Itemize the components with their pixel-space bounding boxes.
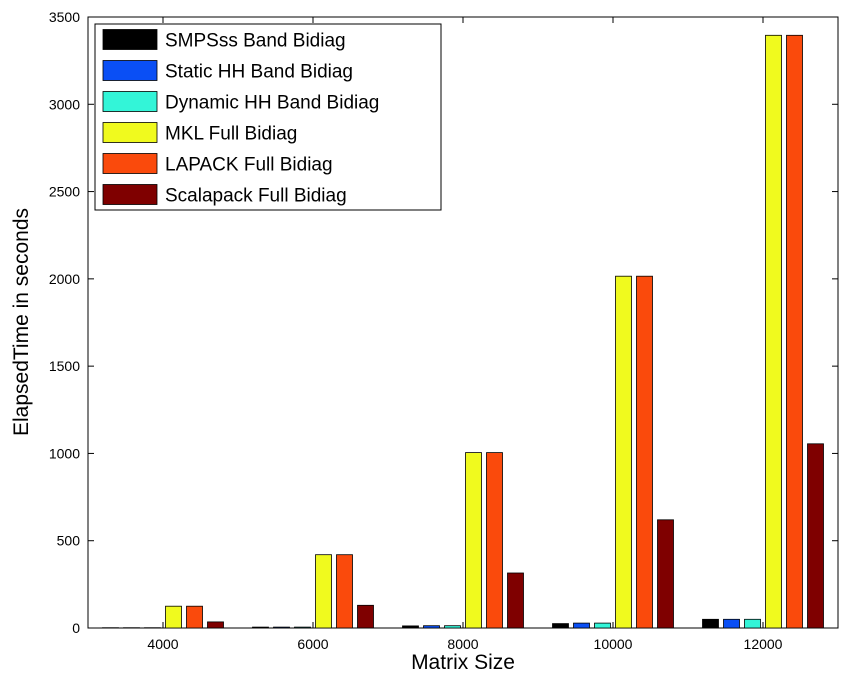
bar [165, 605, 182, 629]
bar [336, 554, 353, 629]
legend: SMPSss Band Bidiag Static HH Band Bidiag D… [94, 23, 442, 211]
bar [615, 275, 632, 629]
y-tick-label: 1500 [49, 358, 80, 374]
legend-swatch [102, 29, 158, 50]
legend-swatch [102, 122, 158, 143]
legend-swatch [102, 153, 158, 174]
x-tick-label: 10000 [594, 636, 633, 652]
x-tick-label: 12000 [744, 636, 783, 652]
bar [786, 34, 803, 629]
bar [294, 626, 311, 629]
y-tick-label: 3500 [49, 9, 80, 25]
bar [315, 554, 332, 629]
bar [357, 604, 374, 629]
legend-frame [94, 23, 442, 211]
bar [765, 34, 782, 629]
bar [552, 623, 569, 629]
bar [444, 625, 461, 629]
bar [423, 625, 440, 629]
legend-swatch [102, 184, 158, 205]
legend-label: Scalapack Full Bidiag [165, 186, 347, 207]
bars-group [102, 34, 824, 629]
y-tick-label: 2000 [49, 271, 80, 287]
bar [573, 622, 590, 629]
bar [252, 626, 269, 629]
y-tick-label: 0 [72, 620, 80, 636]
bar [486, 452, 503, 629]
legend-label: Dynamic HH Band Bidiag [165, 93, 379, 114]
bar [807, 443, 824, 629]
bar [207, 621, 224, 629]
y-axis: 0 500 1000 1500 2000 2500 3000 3500 [49, 9, 838, 636]
bar [594, 622, 611, 629]
bar [465, 452, 482, 629]
y-tick-label: 500 [57, 533, 81, 549]
y-tick-label: 3000 [49, 96, 80, 112]
legend-swatch [102, 91, 158, 112]
x-axis: 4000 6000 8000 10000 12000 [147, 17, 783, 652]
bar [273, 626, 290, 629]
bar [507, 572, 524, 629]
bar [186, 605, 203, 629]
y-tick-label: 2500 [49, 184, 80, 200]
x-tick-label: 6000 [297, 636, 328, 652]
x-tick-label: 4000 [147, 636, 178, 652]
y-axis-title: ElapsedTime in seconds [10, 208, 33, 436]
legend-label: SMPSss Band Bidiag [165, 31, 346, 52]
y-tick-label: 1000 [49, 445, 80, 461]
legend-label: Static HH Band Bidiag [165, 62, 353, 83]
bar [723, 618, 740, 629]
bar [657, 519, 674, 629]
x-tick-label: 8000 [447, 636, 478, 652]
bar [744, 618, 761, 629]
x-axis-title: Matrix Size [411, 651, 515, 674]
bar [636, 275, 653, 629]
legend-label: LAPACK Full Bidiag [165, 155, 333, 176]
bar [402, 625, 419, 629]
legend-label: MKL Full Bidiag [165, 124, 297, 145]
bar [702, 618, 719, 629]
legend-swatch [102, 60, 158, 81]
